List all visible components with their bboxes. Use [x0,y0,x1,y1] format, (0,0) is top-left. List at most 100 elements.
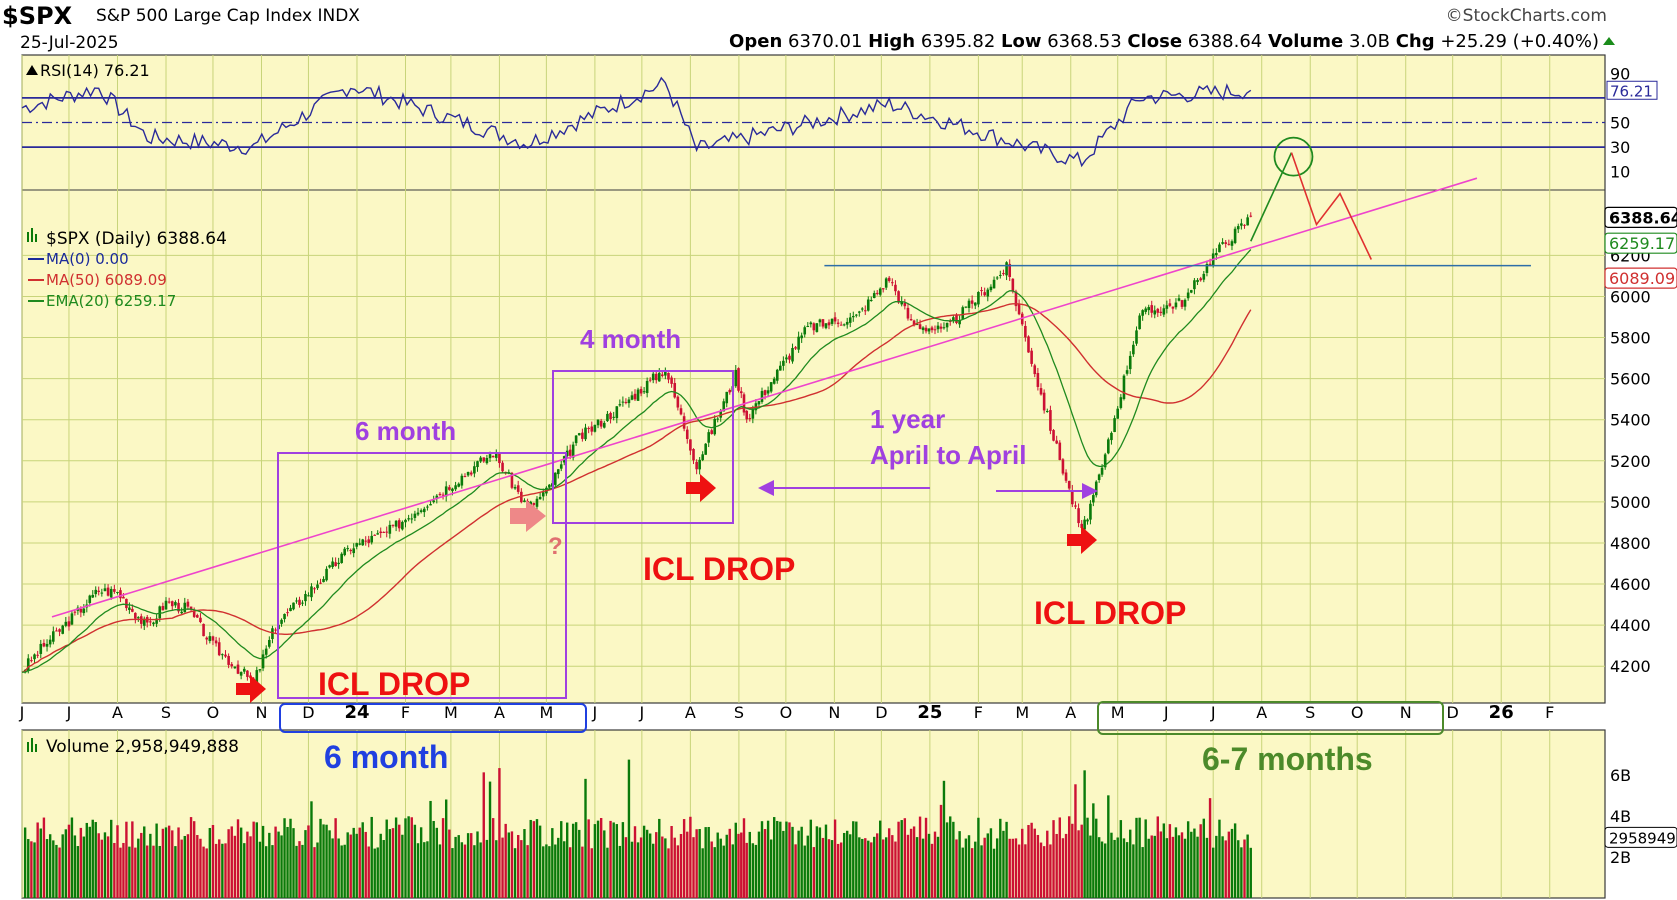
candle-body [915,324,919,326]
volume-bar [596,820,600,898]
volume-bars [23,759,1252,898]
price-series-label: $SPX (Daily) 6388.64 [46,229,227,249]
volume-bar [268,832,271,898]
x-tick-label: J [1210,703,1216,722]
volume-bar [30,841,33,898]
volume-bar [36,822,39,898]
candle-body [73,611,77,613]
volume-bar [310,801,313,898]
volume-panel[interactable]: Volume 2,958,949,888 [23,737,1252,898]
volume-bar [609,820,612,898]
volume-bar [1092,803,1095,898]
candle-body [999,274,1002,276]
volume-bar [909,828,913,898]
candle-body [900,301,904,305]
candle-body [304,594,307,602]
ema-price-tag: 6259.17 [1609,234,1675,253]
volume-bar [870,842,873,898]
candle-body [261,654,265,669]
volume-bar [1046,830,1049,898]
candle-body [1147,307,1151,311]
candle-body [438,493,442,496]
price-tick-label: 4400 [1610,616,1651,635]
candle-body [103,588,107,592]
candle-body [322,578,325,583]
candle-body [352,548,356,554]
candle-body [1061,459,1065,474]
x-tick-label: 25 [917,702,942,723]
volume-bar [110,819,113,898]
volume-bar [636,842,640,898]
candle-body [211,636,215,641]
candle-body [397,520,401,529]
volume-bar [364,831,367,898]
volume-bar [1205,837,1209,898]
volume-bar [208,827,212,898]
volume-bar [551,828,554,898]
candle-body [599,420,603,427]
candle-body [568,449,572,456]
volume-bar [289,818,292,898]
volume-bar [466,833,470,898]
volume-bar [797,830,800,898]
candle-body [82,608,86,614]
volume-bar [621,822,625,898]
volume-bar [106,836,110,898]
volume-bar [331,838,334,898]
candle-body [973,302,977,306]
rsi-panel[interactable]: RSI(14) 76.21 76.21 [21,61,1658,168]
volume-bar [986,833,989,898]
legend-entry: MA(0) 0.00 [46,250,129,268]
volume-bar [563,841,566,898]
icl-drop-label-1: ICL DROP [318,666,470,702]
volume-bar [1067,816,1071,898]
candle-body [316,584,319,589]
volume-bar [745,842,748,898]
volume-bar [410,817,413,898]
volume-bar [146,845,149,898]
six-month-bottom-label: 6 month [324,739,448,775]
candle-body [1011,278,1015,292]
candle-body [1002,273,1005,275]
candle-body [878,288,882,295]
candle-body [1230,241,1234,246]
volume-bar [842,832,846,898]
volume-bar [470,833,473,898]
candle-body [113,589,116,592]
ema-price-tag-box [1604,232,1677,254]
chart-axes: J J A S O N D 24 F M A M J J A S O N D 25 F M A M J J A S O N D 26 F 90 50… [19,64,1677,867]
four-month-box [552,370,734,524]
volume-bar [137,838,140,898]
candle-body [448,487,451,490]
x-tick-label: S [161,703,171,722]
volume-bar [429,800,432,898]
chg-up-arrow-icon [1603,37,1615,45]
candle-body [1055,440,1058,444]
candle-body [676,396,680,408]
candle-body [577,433,581,436]
volume-bar [897,821,900,898]
volume-bar [261,825,265,898]
volume-bar [939,804,943,898]
candle-body [97,590,100,592]
candle-body [1039,388,1043,395]
candle-body [1218,244,1221,253]
brand-watermark[interactable]: ©StockCharts.com [1445,6,1607,26]
volume-bar [748,831,751,898]
price-tick-label: 4800 [1610,534,1651,553]
volume-bar [627,759,631,898]
one-year-label: 1 year [870,404,945,434]
volume-bar [91,819,94,898]
x-tick-label: J [66,703,72,722]
candle-body [394,520,398,527]
six-seven-month-axis-box [1097,701,1444,735]
volume-bar [64,829,68,898]
volume-bar [529,819,532,898]
rsi-tick-label: 10 [1610,163,1630,182]
candle-body [548,484,551,488]
x-tick-label: O [780,703,793,722]
volume-bar [763,829,767,898]
volume-bar [334,818,337,898]
